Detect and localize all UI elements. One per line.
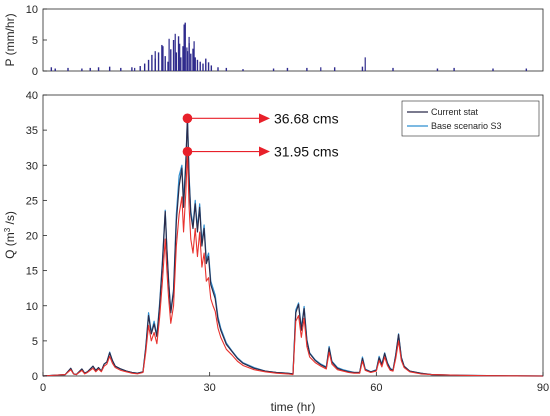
precip-bar — [199, 61, 201, 71]
precip-bar — [196, 59, 199, 71]
precip-bar — [120, 67, 122, 71]
precip-y-axis-label: P (mm/hr) — [3, 13, 17, 66]
precip-bar — [161, 44, 163, 71]
discharge-y-tick-label: 0 — [32, 371, 38, 383]
precip-bar — [54, 68, 56, 71]
precip-bar — [180, 57, 182, 71]
precip-bar — [242, 69, 244, 71]
precip-bar — [525, 68, 528, 71]
discharge-y-tick-label: 40 — [26, 90, 38, 102]
precip-bar — [453, 67, 455, 71]
peak-value-label: 31.95 cms — [274, 144, 339, 160]
precip-bar — [89, 67, 91, 71]
peak-arrow-head — [259, 146, 270, 157]
precip-bar — [210, 65, 213, 71]
discharge-y-tick-label: 30 — [26, 160, 38, 172]
precip-bar — [361, 66, 364, 71]
precip-bar — [108, 66, 111, 71]
discharge-x-tick-label: 60 — [370, 382, 382, 394]
legend-box — [401, 100, 540, 137]
discharge-y-ticks: 0 5 10 15 20 25 30 35 40 — [26, 90, 47, 383]
precip-bar — [436, 68, 439, 71]
precip-axes-box — [42, 8, 544, 72]
precip-bar — [492, 68, 494, 71]
precip-bar — [131, 67, 133, 71]
precip-bar — [190, 53, 192, 71]
precip-bar — [184, 22, 186, 71]
precip-bar — [217, 67, 219, 71]
discharge-x-ticks: 0 30 60 90 — [40, 372, 549, 394]
discharge-panel: 0 30 60 90 0 5 10 15 20 25 30 35 40 36.68 cms 31.95 … — [3, 90, 549, 414]
precip-bar — [205, 58, 207, 71]
precip-bar — [81, 68, 83, 71]
precip-bar — [167, 61, 169, 71]
precip-bar — [207, 62, 210, 71]
discharge-axes-box — [42, 94, 544, 377]
precip-y-ticks: 0 5 10 — [26, 4, 47, 78]
precip-bar — [192, 48, 194, 71]
precip-bar — [151, 54, 153, 71]
peak-arrow-head — [259, 113, 270, 124]
discharge-y-tick-label: 20 — [26, 231, 38, 243]
discharge-y-tick-label: 10 — [26, 301, 38, 313]
precip-bar — [333, 67, 336, 71]
precip-bar — [139, 66, 141, 71]
precip-bar — [50, 67, 53, 71]
discharge-y-tick-label: 5 — [32, 336, 38, 348]
legend: Current stat Base scenario S3 — [401, 100, 540, 137]
discharge-x-tick-label: 0 — [40, 382, 46, 394]
discharge-series — [42, 115, 544, 377]
discharge-x-tick-label: 90 — [537, 382, 549, 394]
precip-bar — [392, 67, 394, 71]
discharge-y-tick-label: 35 — [26, 125, 38, 137]
precip-bar — [147, 59, 150, 71]
discharge-x-axis-label: time (hr) — [271, 400, 316, 414]
precip-bars — [50, 22, 528, 71]
legend-label-base: Base scenario S3 — [431, 121, 502, 131]
peak-annotations: 36.68 cms 31.95 cms — [182, 110, 339, 160]
precip-bar — [225, 67, 228, 71]
precip-y-tick-label: 0 — [32, 66, 38, 78]
precip-bar — [272, 68, 275, 71]
discharge-y-axis-label: Q (m3 /s) — [3, 211, 17, 259]
precipitation-panel: 0 5 10 P (mm/hr) — [3, 4, 544, 78]
peak-value-label: 36.68 cms — [274, 110, 339, 126]
precip-bar — [164, 56, 166, 71]
precip-bar — [157, 52, 160, 71]
precip-bar — [175, 52, 178, 71]
precip-bar — [143, 63, 146, 71]
peak-marker — [182, 146, 193, 157]
discharge-y-tick-label: 25 — [26, 195, 38, 207]
discharge-x-tick-label: 30 — [204, 382, 216, 394]
precip-bar — [170, 49, 172, 71]
precip-y-tick-label: 5 — [32, 35, 38, 47]
precip-bar — [67, 67, 69, 71]
precip-bar — [202, 63, 204, 71]
precip-bar — [97, 67, 100, 71]
discharge-y-tick-label: 15 — [26, 266, 38, 278]
peak-marker — [182, 113, 193, 124]
legend-label-current: Current stat — [431, 107, 479, 117]
precip-y-tick-label: 10 — [26, 4, 38, 16]
precip-bar — [177, 36, 180, 71]
precip-bar — [182, 46, 184, 71]
series-line-red-scenario — [42, 151, 544, 377]
precip-bar — [286, 67, 289, 71]
precip-bar — [172, 40, 175, 71]
precip-bar — [194, 57, 196, 71]
precip-bar — [306, 67, 308, 71]
